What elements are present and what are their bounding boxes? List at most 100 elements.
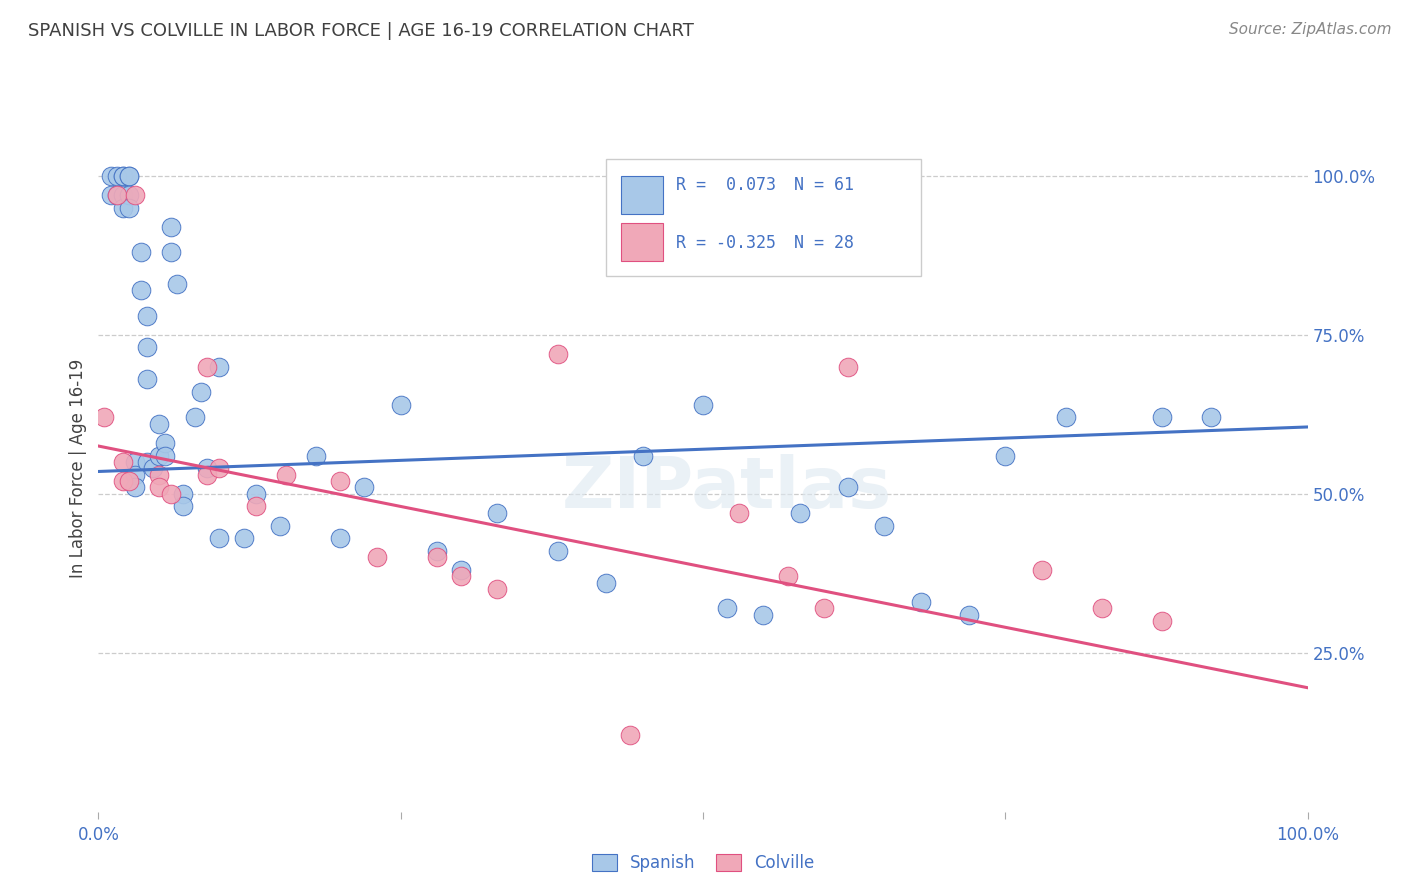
Point — [135, 309, 157, 323]
Point — [208, 461, 231, 475]
Point — [547, 544, 569, 558]
Point — [118, 169, 141, 183]
Point — [190, 384, 212, 399]
Point — [153, 449, 176, 463]
Point — [166, 277, 188, 291]
Point — [486, 506, 509, 520]
Point — [486, 582, 509, 596]
Point — [269, 518, 291, 533]
Text: R =  0.073: R = 0.073 — [676, 176, 776, 194]
Point — [111, 169, 134, 183]
Point — [1152, 614, 1174, 628]
Point — [752, 607, 775, 622]
Point — [160, 219, 183, 234]
Y-axis label: In Labor Force | Age 16-19: In Labor Force | Age 16-19 — [69, 359, 87, 578]
Text: SPANISH VS COLVILLE IN LABOR FORCE | AGE 16-19 CORRELATION CHART: SPANISH VS COLVILLE IN LABOR FORCE | AGE… — [28, 22, 695, 40]
Point — [172, 487, 194, 501]
Point — [1152, 410, 1174, 425]
Point — [1031, 563, 1053, 577]
Text: N = 61: N = 61 — [793, 176, 853, 194]
Point — [100, 187, 122, 202]
Point — [124, 455, 146, 469]
Point — [184, 410, 207, 425]
Point — [245, 487, 267, 501]
Point — [994, 449, 1017, 463]
Point — [135, 372, 157, 386]
Point — [111, 455, 134, 469]
Point — [118, 474, 141, 488]
Point — [450, 563, 472, 577]
Point — [1054, 410, 1077, 425]
Point — [716, 601, 738, 615]
Point — [329, 474, 352, 488]
Point — [813, 601, 835, 615]
Point — [957, 607, 980, 622]
Point — [148, 480, 170, 494]
Point — [1199, 410, 1222, 425]
Point — [124, 467, 146, 482]
Point — [619, 728, 641, 742]
Point — [329, 531, 352, 545]
Point — [118, 201, 141, 215]
Point — [148, 449, 170, 463]
Point — [135, 341, 157, 355]
Point — [692, 398, 714, 412]
Point — [837, 480, 859, 494]
Point — [595, 575, 617, 590]
Point — [148, 417, 170, 431]
Text: Source: ZipAtlas.com: Source: ZipAtlas.com — [1229, 22, 1392, 37]
Point — [1091, 601, 1114, 615]
Point — [129, 245, 152, 260]
Point — [426, 550, 449, 565]
Point — [728, 506, 751, 520]
Point — [142, 461, 165, 475]
Point — [274, 467, 297, 482]
Point — [153, 435, 176, 450]
Point — [195, 461, 218, 475]
Point — [305, 449, 328, 463]
Point — [129, 283, 152, 297]
Text: N = 28: N = 28 — [793, 234, 853, 252]
Point — [124, 187, 146, 202]
Point — [111, 474, 134, 488]
Point — [118, 187, 141, 202]
Text: ZIPatlas: ZIPatlas — [562, 454, 893, 524]
Point — [111, 187, 134, 202]
Point — [426, 544, 449, 558]
Point — [389, 398, 412, 412]
Point — [111, 169, 134, 183]
Point — [160, 245, 183, 260]
Point — [111, 201, 134, 215]
Point — [172, 500, 194, 514]
Text: R = -0.325: R = -0.325 — [676, 234, 776, 252]
Point — [195, 359, 218, 374]
Point — [547, 347, 569, 361]
Point — [160, 487, 183, 501]
Point — [195, 467, 218, 482]
Point — [105, 187, 128, 202]
Point — [105, 169, 128, 183]
Point — [776, 569, 799, 583]
Point — [135, 455, 157, 469]
Point — [631, 449, 654, 463]
Point — [105, 187, 128, 202]
Point — [124, 480, 146, 494]
FancyBboxPatch shape — [621, 223, 664, 260]
Point — [910, 595, 932, 609]
Point — [789, 506, 811, 520]
Point — [837, 359, 859, 374]
Point — [148, 467, 170, 482]
Point — [208, 531, 231, 545]
Point — [873, 518, 896, 533]
FancyBboxPatch shape — [621, 177, 664, 214]
Legend: Spanish, Colville: Spanish, Colville — [585, 847, 821, 879]
FancyBboxPatch shape — [606, 159, 921, 276]
Point — [208, 359, 231, 374]
Point — [366, 550, 388, 565]
Point — [245, 500, 267, 514]
Point — [100, 169, 122, 183]
Point — [353, 480, 375, 494]
Point — [232, 531, 254, 545]
Point — [93, 410, 115, 425]
Point — [450, 569, 472, 583]
